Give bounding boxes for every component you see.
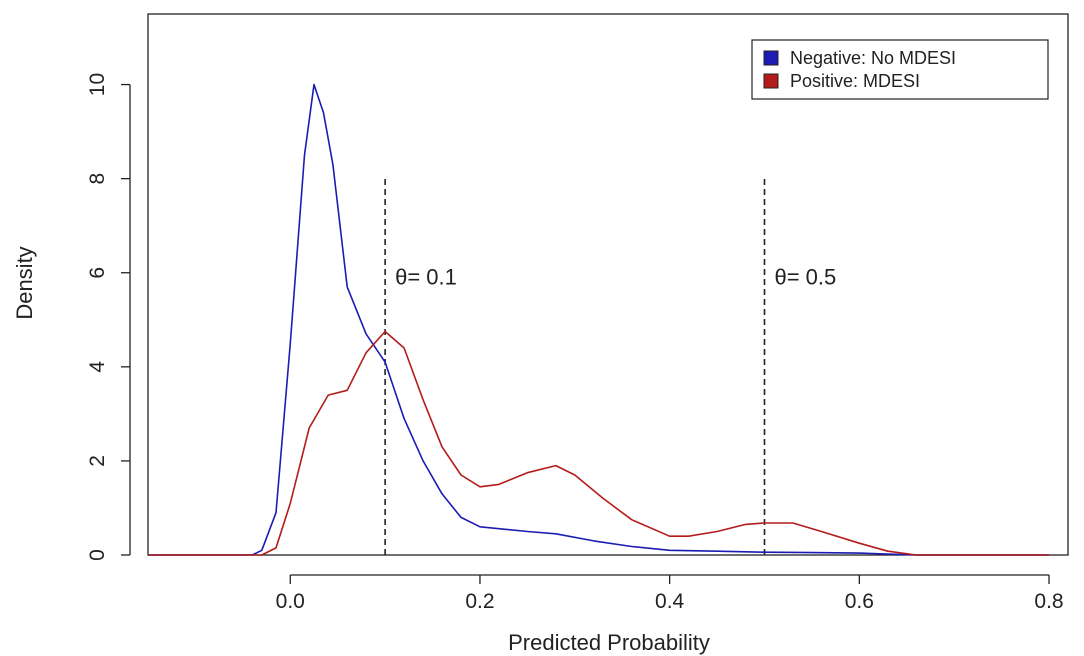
y-tick-label: 8	[86, 173, 109, 185]
y-tick-label: 6	[86, 267, 109, 279]
threshold-lines	[384, 178, 766, 555]
legend: Negative: No MDESI Positive: MDESI	[751, 39, 1049, 100]
x-tick-label: 0.8	[1034, 590, 1063, 613]
series-layer	[148, 83, 1049, 556]
legend-swatch	[763, 73, 779, 89]
y-axis-label: Density	[12, 246, 37, 319]
x-axis-label: Predicted Probability	[508, 630, 710, 655]
legend-swatch	[763, 50, 779, 66]
legend-box	[751, 39, 1049, 100]
series-line	[148, 83, 1049, 556]
x-tick-label: 0.6	[845, 590, 874, 613]
series-line	[148, 330, 1049, 556]
threshold-label: θ= 0.5	[774, 265, 836, 290]
y-tick-label: 0	[86, 549, 109, 561]
y-axis: 0 2 4 6 8 10	[86, 73, 131, 561]
y-tick-label: 2	[86, 455, 109, 467]
x-tick-label: 0.4	[655, 590, 685, 613]
legend-label: Positive: MDESI	[790, 71, 920, 91]
threshold-label: θ= 0.1	[395, 265, 457, 290]
x-axis: 0.0 0.2 0.4 0.6 0.8	[276, 574, 1064, 613]
x-tick-label: 0.0	[276, 590, 305, 613]
threshold-labels: θ= 0.1 θ= 0.5	[395, 265, 836, 290]
y-tick-label: 4	[86, 361, 109, 373]
legend-label: Negative: No MDESI	[790, 48, 956, 68]
plot-frame	[147, 13, 1069, 556]
y-tick-label: 10	[86, 73, 109, 96]
x-tick-label: 0.2	[465, 590, 494, 613]
